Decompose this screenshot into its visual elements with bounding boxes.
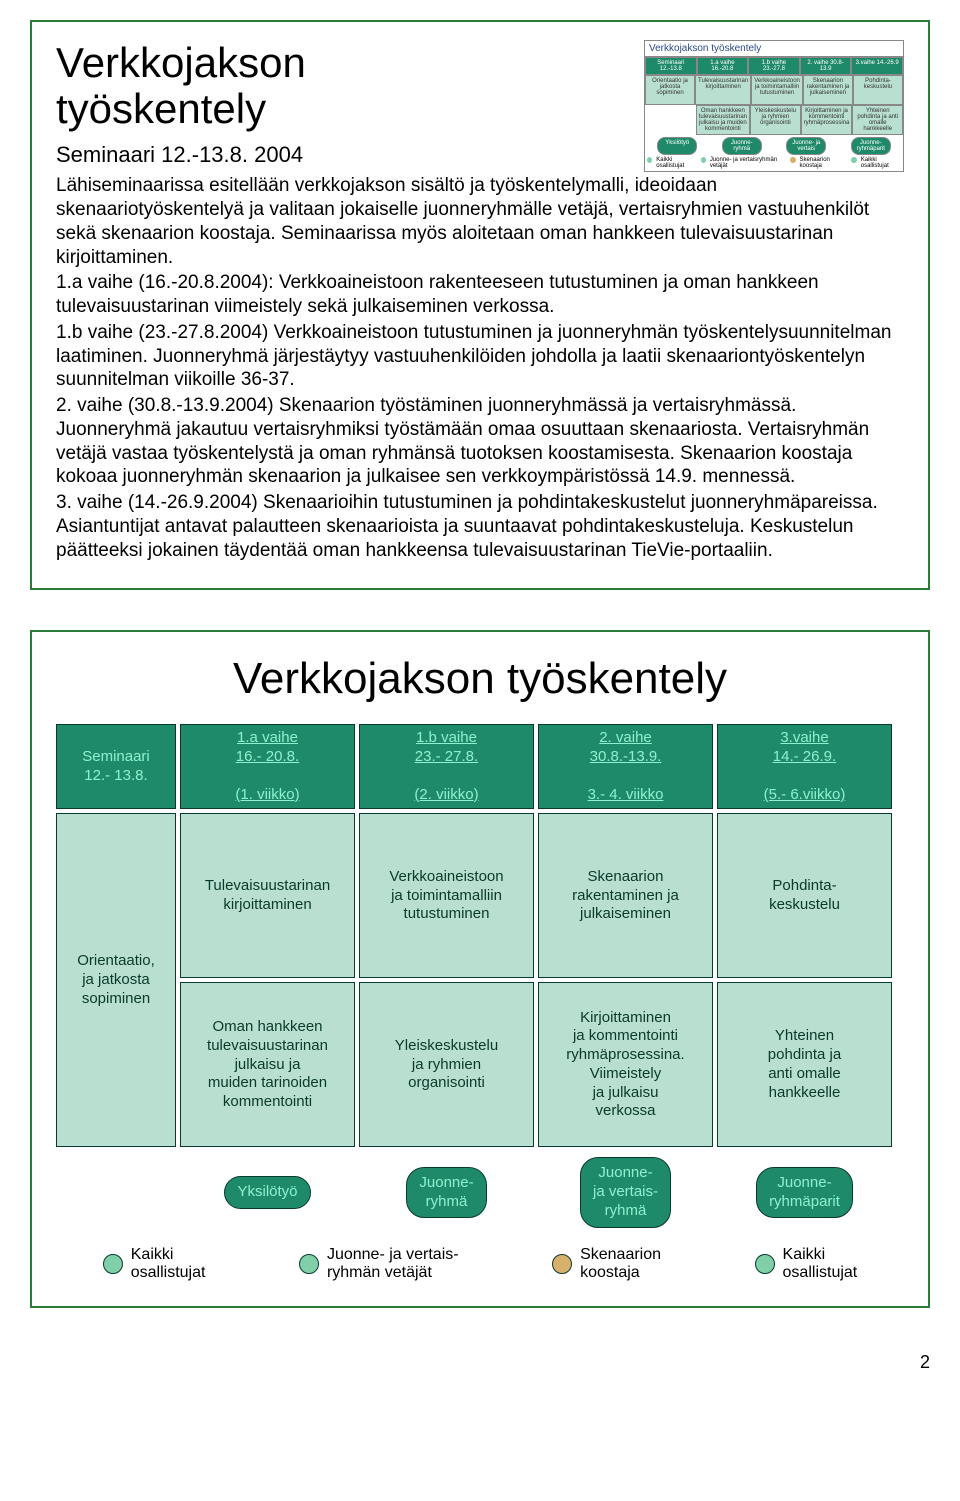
legend-dot-icon [103, 1254, 123, 1274]
legend-label: Kaikkiosallistujat [131, 1246, 206, 1282]
phase-header-cell: 1.b vaihe23.- 27.8.(2. viikko) [359, 724, 534, 809]
col1-stack: TulevaisuustarinankirjoittaminenOman han… [180, 813, 355, 1147]
slide1-title-block: Verkkojaksontyöskentely Seminaari 12.-13… [56, 40, 306, 174]
phase-header-cell: 3.vaihe14.- 26.9.(5.- 6.viikko) [717, 724, 892, 809]
slide1-header: Verkkojaksontyöskentely Seminaari 12.-13… [56, 40, 904, 174]
slide2-title: Verkkojakson työskentely [56, 654, 904, 704]
legend-item: Skenaarionkoostaja [552, 1246, 661, 1282]
role-chip: Yksilötyö [224, 1176, 310, 1209]
slide1-subtitle: Seminaari 12.-13.8. 2004 [56, 142, 306, 168]
orientation-cell: Orientaatio,ja jatkostasopiminen [56, 813, 176, 1147]
legend-dot-icon [299, 1254, 319, 1274]
body-paragraph: 2. vaihe (30.8.-13.9.2004) Skenaarion ty… [56, 394, 904, 489]
legend-label: Juonne- ja vertais-ryhmän vetäjät [327, 1246, 459, 1282]
phase-body-cell: Tulevaisuustarinankirjoittaminen [180, 813, 355, 978]
legend-dot-icon [755, 1254, 775, 1274]
phase-header-cell: Seminaari12.- 13.8. [56, 724, 176, 809]
col3-stack: Skenaarionrakentaminen jajulkaiseminenKi… [538, 813, 713, 1147]
slide1-body: Lähiseminaarissa esitellään verkkojakson… [56, 174, 904, 562]
legend-item: Juonne- ja vertais-ryhmän vetäjät [299, 1246, 459, 1282]
legend-label: Kaikkiosallistujat [783, 1246, 858, 1282]
col4-stack: Pohdinta-keskusteluYhteinenpohdinta jaan… [717, 813, 892, 1147]
phase-body-cell: Oman hankkeentulevaisuustarinanjulkaisu … [180, 982, 355, 1147]
phase-body-cell: Pohdinta-keskustelu [717, 813, 892, 978]
thumb-title: Verkkojakson työskentely [645, 41, 903, 57]
phase-body-cell: Verkkoaineistoonja toimintamalliintutust… [359, 813, 534, 978]
slide1-title: Verkkojaksontyöskentely [56, 40, 306, 132]
slide-1: Verkkojaksontyöskentely Seminaari 12.-13… [30, 20, 930, 590]
embedded-diagram-thumbnail: Verkkojakson työskentely Seminaari 12.-1… [644, 40, 904, 172]
phase-body-cell: Skenaarionrakentaminen jajulkaiseminen [538, 813, 713, 978]
legend-label: Skenaarionkoostaja [580, 1246, 661, 1282]
role-chip: Juonne-ryhmä [406, 1167, 486, 1219]
body-paragraph: 3. vaihe (14.-26.9.2004) Skenaarioihin t… [56, 491, 904, 562]
body-paragraph: 1.b vaihe (23.-27.8.2004) Verkkoaineisto… [56, 321, 904, 392]
legend-item: Kaikkiosallistujat [103, 1246, 206, 1282]
phase-header-cell: 2. vaihe30.8.-13.9.3.- 4. viikko [538, 724, 713, 809]
phase-header-cell: 1.a vaihe16.- 20.8.(1. viikko) [180, 724, 355, 809]
body-paragraph: 1.a vaihe (16.-20.8.2004): Verkkoaineist… [56, 271, 904, 319]
flow-diagram: Seminaari12.- 13.8.1.a vaihe16.- 20.8.(1… [56, 724, 904, 1281]
body-paragraph: Lähiseminaarissa esitellään verkkojakson… [56, 174, 904, 269]
roles-row: Yksilötyö Juonne-ryhmä Juonne-ja vertais… [56, 1157, 904, 1227]
phase-body-cell: Kirjoittaminenja kommentointiryhmäproses… [538, 982, 713, 1147]
slide-2: Verkkojakson työskentely Seminaari12.- 1… [30, 630, 930, 1307]
phase-header-row: Seminaari12.- 13.8.1.a vaihe16.- 20.8.(1… [56, 724, 904, 809]
phase-body-row: Orientaatio,ja jatkostasopiminen Tulevai… [56, 813, 904, 1147]
legend-row: Kaikkiosallistujat Juonne- ja vertais-ryh… [56, 1246, 904, 1282]
page-number: 2 [0, 1348, 960, 1393]
role-chip: Juonne-ryhmäparit [756, 1167, 853, 1219]
role-chip: Juonne-ja vertais-ryhmä [580, 1157, 671, 1227]
col2-stack: Verkkoaineistoonja toimintamalliintutust… [359, 813, 534, 1147]
legend-item: Kaikkiosallistujat [755, 1246, 858, 1282]
phase-body-cell: Yhteinenpohdinta jaanti omallehankkeelle [717, 982, 892, 1147]
legend-dot-icon [552, 1254, 572, 1274]
phase-body-cell: Yleiskeskusteluja ryhmienorganisointi [359, 982, 534, 1147]
